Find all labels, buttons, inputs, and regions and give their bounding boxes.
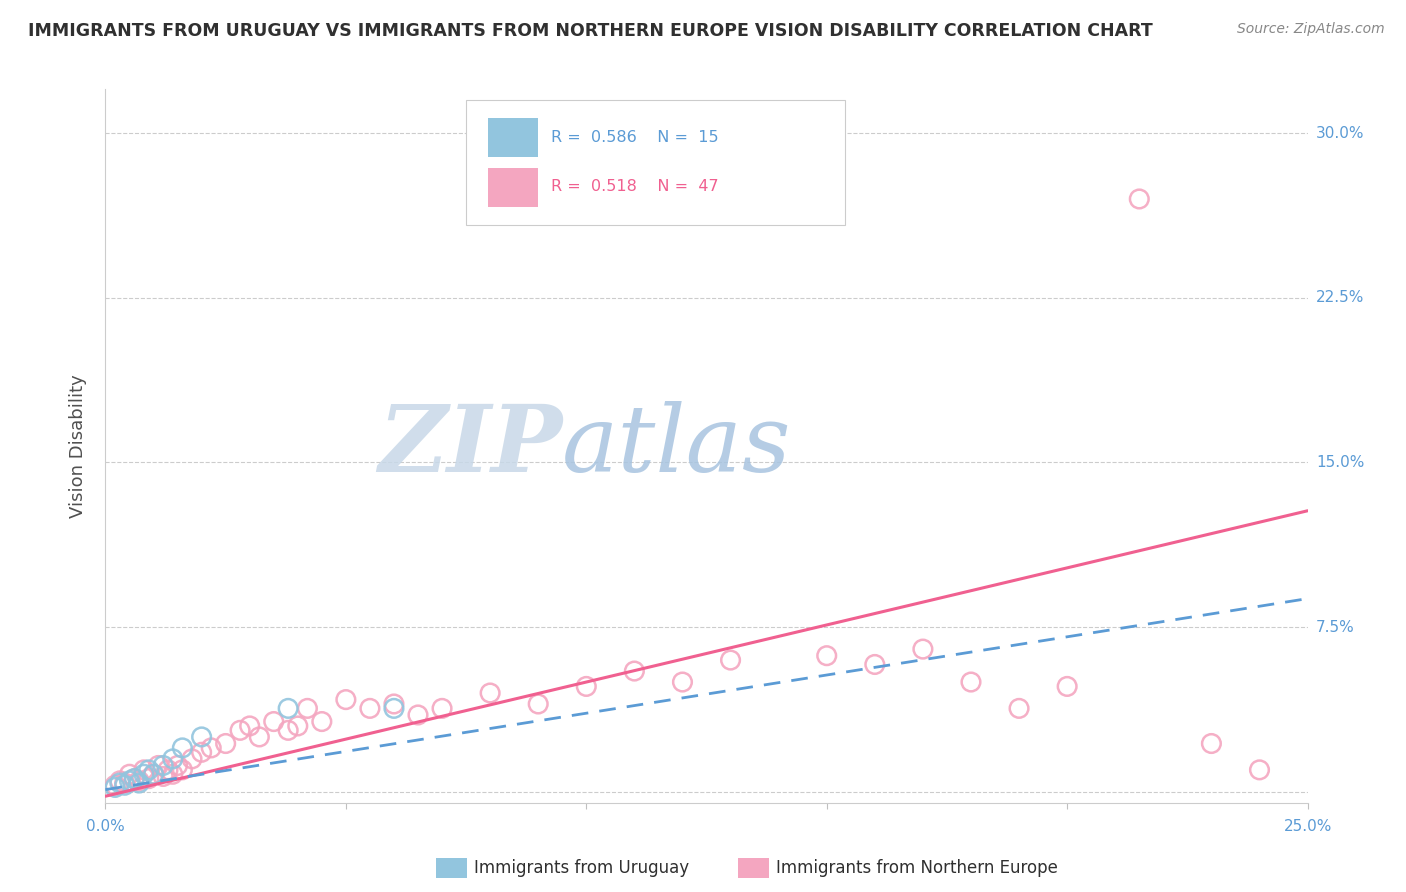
Text: 25.0%: 25.0% (1284, 819, 1331, 834)
Point (239, 719, 262, 733)
Point (118, 773, 141, 788)
Text: 7.5%: 7.5% (1316, 620, 1354, 634)
Text: 30.0%: 30.0% (1316, 126, 1364, 141)
Point (132, 763, 155, 777)
Point (152, 769, 174, 783)
Point (479, 686, 502, 700)
Point (190, 730, 212, 744)
Text: 15.0%: 15.0% (1316, 455, 1364, 470)
Point (181, 752, 204, 766)
Point (263, 714, 285, 729)
Point (118, 767, 141, 781)
Point (128, 773, 150, 788)
Point (138, 772, 160, 786)
Point (671, 675, 693, 690)
Point (382, 697, 405, 711)
Point (287, 719, 309, 733)
Point (162, 752, 184, 766)
Point (190, 745, 212, 759)
FancyBboxPatch shape (488, 169, 538, 207)
Text: R =  0.586    N =  15: R = 0.586 N = 15 (551, 129, 718, 145)
Point (229, 723, 252, 738)
Point (359, 701, 381, 715)
Point (114, 778, 136, 792)
Point (863, 657, 886, 672)
Text: Immigrants from Uruguay: Immigrants from Uruguay (474, 859, 689, 877)
Point (138, 763, 160, 777)
Point (623, 664, 645, 678)
Point (1249, 763, 1271, 777)
Point (128, 776, 150, 790)
Point (1201, 737, 1223, 751)
Text: Source: ZipAtlas.com: Source: ZipAtlas.com (1237, 22, 1385, 37)
Point (108, 773, 131, 788)
Point (200, 740, 222, 755)
Point (960, 675, 983, 690)
Point (527, 697, 550, 711)
Text: R =  0.518    N =  47: R = 0.518 N = 47 (551, 179, 718, 194)
Point (311, 714, 333, 729)
Point (156, 763, 179, 777)
Text: Immigrants from Northern Europe: Immigrants from Northern Europe (776, 859, 1057, 877)
Point (815, 648, 838, 663)
Text: atlas: atlas (562, 401, 792, 491)
Point (297, 701, 319, 715)
Text: IMMIGRANTS FROM URUGUAY VS IMMIGRANTS FROM NORTHERN EUROPE VISION DISABILITY COR: IMMIGRANTS FROM URUGUAY VS IMMIGRANTS FR… (28, 22, 1153, 40)
Point (720, 653, 742, 667)
Point (247, 730, 270, 744)
Point (124, 772, 146, 786)
Point (104, 778, 127, 792)
Text: 22.5%: 22.5% (1316, 290, 1364, 305)
Text: ZIP: ZIP (378, 401, 562, 491)
Point (148, 758, 170, 772)
Text: 0.0%: 0.0% (86, 819, 125, 834)
Point (132, 767, 155, 781)
Point (406, 708, 429, 723)
Point (214, 737, 236, 751)
Point (114, 776, 136, 790)
Point (277, 701, 299, 715)
Point (277, 723, 299, 738)
Point (1128, 192, 1150, 206)
Point (335, 692, 357, 706)
Y-axis label: Vision Disability: Vision Disability (69, 374, 87, 518)
Point (152, 758, 174, 772)
FancyBboxPatch shape (465, 100, 845, 225)
Point (108, 776, 131, 790)
Point (911, 642, 934, 657)
Point (104, 780, 127, 795)
Point (575, 680, 598, 694)
Point (162, 767, 184, 781)
Point (1008, 701, 1031, 715)
Point (166, 758, 188, 772)
Point (172, 763, 194, 777)
Point (172, 740, 194, 755)
Point (142, 767, 165, 781)
Point (382, 701, 405, 715)
Point (430, 701, 453, 715)
FancyBboxPatch shape (488, 119, 538, 157)
Point (142, 767, 165, 781)
Point (1056, 680, 1078, 694)
Point (124, 772, 146, 786)
